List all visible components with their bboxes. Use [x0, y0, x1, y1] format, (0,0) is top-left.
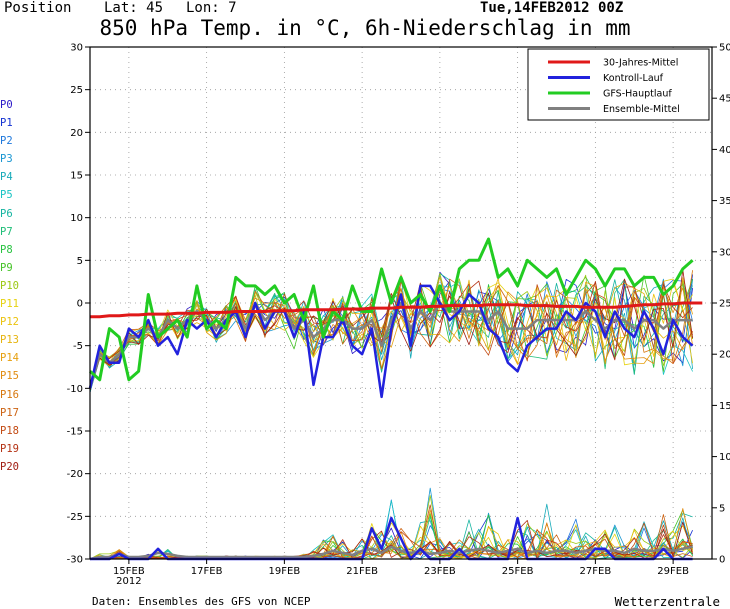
member-precip-line — [89, 525, 693, 560]
brand-name: Wetterzentrale — [614, 594, 720, 609]
legend-entry-label: Ensemble-Mittel — [603, 104, 680, 115]
y-left-tick-label: 25 — [70, 85, 83, 96]
position-label: Position — [4, 0, 72, 16]
legend-entry-label: Kontroll-Lauf — [603, 73, 664, 84]
y-left-tick-label: -15 — [67, 427, 83, 438]
precip-ensemble-mean-line — [89, 545, 693, 561]
member-label-p12: P12 — [0, 316, 19, 329]
latitude-label: Lat: 45 — [104, 0, 164, 16]
y-right-tick-label: 40 — [719, 145, 730, 156]
member-legend: P0 P1 P2 P3 P4 P5 P6 P7 P8 P9 P10 P11 P12 P13 P14 P15 P1… — [0, 96, 19, 476]
chart-title: 850 hPa Temp. in °C, 6h-Niederschlag in … — [99, 16, 631, 40]
member-label-p14: P14 — [0, 352, 19, 365]
x-tick-label: 27FEB — [580, 566, 612, 577]
member-label-p10: P10 — [0, 279, 19, 292]
y-left-tick-label: 20 — [70, 128, 83, 139]
climatology-line — [90, 301, 703, 319]
member-precip-line — [89, 525, 693, 560]
y-right-tick-label: 35 — [719, 196, 730, 207]
y-right-tick-label: 50 — [719, 43, 730, 54]
y-left-tick-label: 10 — [70, 213, 83, 224]
member-label-p8: P8 — [0, 243, 13, 256]
x-tick-label: 19FEB — [269, 566, 301, 577]
y-right-tick-label: 10 — [719, 452, 730, 463]
x-tick-label: 25FEB — [502, 566, 534, 577]
y-right-tick-label: 45 — [719, 94, 730, 105]
legend-entry-label: 30-Jahres-Mittel — [603, 58, 678, 69]
member-label-p1: P1 — [0, 117, 13, 130]
y-left-tick-label: 30 — [70, 43, 83, 54]
y-left-tick-label: 0 — [77, 299, 83, 310]
y-left-tick-label: -25 — [67, 512, 83, 523]
member-label-p11: P11 — [0, 298, 19, 311]
legend-entry-label: GFS-Hauptlauf — [603, 89, 672, 100]
member-label-p19: P19 — [0, 442, 19, 455]
y-right-tick-label: 15 — [719, 401, 730, 412]
y-right-tick-label: 5 — [719, 503, 725, 514]
member-label-p5: P5 — [0, 189, 13, 202]
x-tick-label: 29FEB — [657, 566, 689, 577]
y-left-tick-label: 15 — [70, 171, 83, 182]
y-right-tick-label: 0 — [719, 555, 725, 566]
member-label-p15: P15 — [0, 370, 19, 383]
x-tick-label: 15FEB — [113, 566, 145, 577]
member-label-p2: P2 — [0, 135, 13, 148]
member-label-p3: P3 — [0, 153, 13, 166]
member-label-p17: P17 — [0, 406, 19, 419]
member-label-p0: P0 — [0, 99, 13, 111]
x-year-label: 2012 — [116, 576, 141, 587]
x-tick-label: 17FEB — [191, 566, 223, 577]
y-left-tick-label: -10 — [67, 384, 83, 395]
member-label-p6: P6 — [0, 207, 13, 220]
member-label-p16: P16 — [0, 388, 19, 401]
y-left-tick-label: 5 — [77, 256, 83, 267]
y-left-tick-label: -30 — [67, 555, 83, 566]
x-tick-label: 21FEB — [346, 566, 378, 577]
member-label-p7: P7 — [0, 225, 13, 238]
member-label-p4: P4 — [0, 171, 13, 184]
data-source: Daten: Ensembles des GFS von NCEP — [92, 595, 311, 608]
member-temp-line — [89, 274, 693, 387]
y-left-tick-label: -20 — [67, 469, 83, 480]
y-left-tick-label: -5 — [73, 341, 83, 352]
gfs-main-line — [89, 237, 694, 382]
longitude-label: Lon: 7 — [186, 0, 237, 16]
member-label-p20: P20 — [0, 460, 19, 473]
member-label-p18: P18 — [0, 424, 19, 437]
run-date: Tue,14FEB2012 00Z — [480, 0, 624, 16]
member-label-p13: P13 — [0, 334, 19, 347]
x-tick-label: 23FEB — [424, 566, 456, 577]
y-right-tick-label: 25 — [719, 299, 730, 310]
member-label-p9: P9 — [0, 261, 13, 274]
y-right-tick-label: 20 — [719, 350, 730, 361]
y-right-tick-label: 30 — [719, 247, 730, 258]
